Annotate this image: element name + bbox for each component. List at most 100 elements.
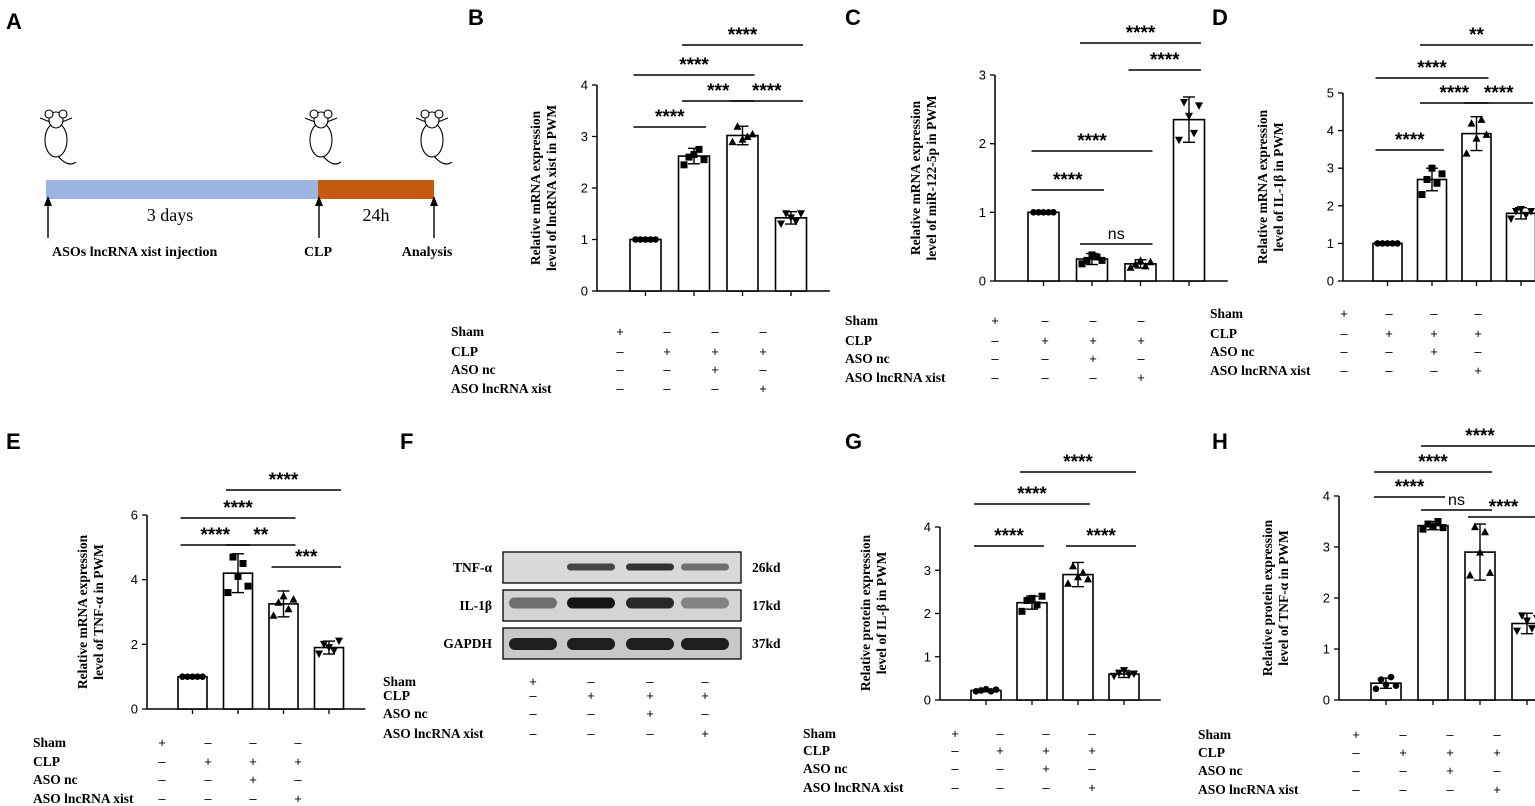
- data-point: [1394, 240, 1401, 247]
- condition-symbol: –: [204, 735, 212, 750]
- condition-symbol: +: [701, 688, 709, 703]
- condition-symbol: –: [646, 726, 654, 741]
- condition-symbol: –: [951, 780, 959, 795]
- data-point: [1428, 164, 1436, 172]
- data-point: [977, 687, 985, 694]
- significance-label: ****: [1017, 484, 1047, 505]
- condition-table-g: Sham + – – – CLP – + + + ASO nc – – + – ASO lncRNA xist…: [803, 726, 1096, 795]
- condition-symbol: +: [711, 362, 719, 377]
- data-point: [1392, 682, 1400, 690]
- data-point: [315, 650, 323, 659]
- condition-symbol: +: [1430, 344, 1438, 359]
- y-tick-label: 0: [924, 693, 931, 708]
- significance-label: ****: [223, 498, 253, 519]
- y-tick-label: 3: [979, 68, 986, 83]
- condition-symbol: –: [294, 772, 302, 787]
- condition-symbol: –: [587, 674, 595, 689]
- blot-band: [567, 597, 615, 609]
- data-point: [274, 598, 283, 606]
- bar: [1505, 212, 1535, 282]
- y-tick-label: 2: [131, 637, 138, 652]
- condition-symbol: –: [616, 362, 624, 377]
- y-axis-title: Relative mRNA expression level of IL-1β i…: [1255, 109, 1286, 264]
- data-point: [1471, 522, 1479, 531]
- y-tick-label: 2: [1323, 591, 1330, 606]
- blot-label-il1b: IL-1β: [459, 598, 492, 613]
- y-axis-title-line-2: level of IL-β in PWM: [874, 551, 889, 674]
- condition-symbol: –: [1352, 745, 1360, 760]
- condition-symbol: –: [996, 761, 1004, 776]
- condition-symbol: –: [1340, 363, 1348, 378]
- mouse-ear: [420, 109, 430, 119]
- data-point: [685, 153, 693, 161]
- condition-label: CLP: [803, 743, 830, 758]
- mouse-whisker: [304, 117, 316, 123]
- data-point: [224, 589, 232, 597]
- bar: [1016, 601, 1048, 701]
- data-point: [700, 156, 708, 164]
- data-point: [1467, 119, 1476, 127]
- mouse-ear: [434, 109, 444, 119]
- y-axis-title-line-2: level of miR-122-5p in PWM: [924, 95, 939, 260]
- mouse-tail: [322, 155, 342, 165]
- blot-band: [567, 563, 615, 571]
- data-point: [1045, 209, 1052, 216]
- data-point: [1195, 102, 1203, 110]
- condition-label: ASO nc: [1198, 763, 1243, 778]
- condition-symbol: –: [1088, 726, 1096, 741]
- mouse-whisker: [39, 117, 51, 123]
- condition-symbol: +: [1088, 780, 1096, 795]
- data-point: [1023, 597, 1031, 605]
- condition-symbol: –: [587, 706, 595, 721]
- data-point: [1482, 130, 1491, 138]
- significance-label: ****: [1417, 58, 1447, 79]
- condition-symbol: –: [587, 726, 595, 741]
- arrow-clp-icon: [315, 196, 323, 206]
- bar: [726, 134, 759, 292]
- condition-symbol: +: [1446, 763, 1454, 778]
- data-point: [632, 236, 639, 243]
- y-axis-title-line-2: level of IL-1β in PWM: [1271, 122, 1286, 252]
- data-point: [1438, 170, 1446, 178]
- blot-label-gapdh: GAPDH: [443, 636, 492, 651]
- condition-label: ASO nc: [845, 351, 890, 366]
- data-point: [279, 591, 288, 600]
- blot-band: [681, 597, 729, 609]
- data-point: [1120, 667, 1128, 675]
- condition-symbol: +: [249, 754, 257, 769]
- data-point: [189, 673, 196, 680]
- y-tick-label: 1: [1323, 642, 1330, 657]
- mouse-ear: [58, 109, 68, 119]
- blot-size-gapdh: 37kd: [752, 636, 781, 651]
- significance-label: ****: [728, 25, 758, 46]
- condition-symbol: –: [1493, 727, 1501, 742]
- data-point: [1146, 257, 1155, 266]
- data-point: [1074, 572, 1082, 581]
- data-point: [1424, 520, 1432, 528]
- y-tick-label: 4: [581, 78, 588, 93]
- y-axis-title-line-2: level of lncRNA xist in PWM: [544, 105, 559, 271]
- condition-symbol: –: [1493, 763, 1501, 778]
- data-point: [987, 688, 995, 695]
- condition-symbol: –: [158, 772, 166, 787]
- y-axis-title-line-1: Relative mRNA expression: [75, 534, 90, 689]
- condition-label: ASO lncRNA xist: [803, 780, 904, 795]
- mouse-tail: [57, 155, 77, 165]
- condition-symbol: +: [158, 735, 166, 750]
- arrow-analysis-icon: [430, 196, 438, 206]
- significance-label: ****: [1395, 130, 1425, 151]
- data-point: [738, 135, 747, 143]
- condition-symbol: –: [1042, 726, 1050, 741]
- y-axis-title-line-1: Relative mRNA expression: [1255, 109, 1270, 264]
- data-point: [1185, 112, 1193, 121]
- condition-symbol: +: [991, 313, 999, 328]
- significance-label: ****: [1439, 83, 1469, 104]
- y-tick-label: 2: [1327, 198, 1334, 213]
- data-point: [1528, 625, 1535, 633]
- condition-symbol: +: [1493, 782, 1501, 797]
- data-point: [184, 673, 191, 680]
- blot-band: [681, 638, 729, 650]
- data-point: [777, 220, 785, 229]
- y-tick-label: 3: [581, 129, 588, 144]
